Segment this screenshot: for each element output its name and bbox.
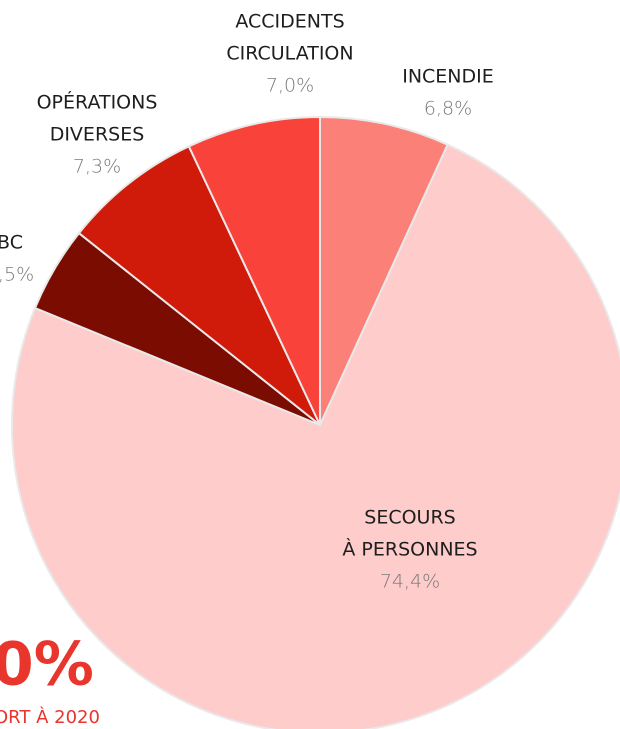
pie-slice bbox=[319, 115, 449, 426]
slice-label: DIVERSES bbox=[50, 124, 145, 146]
pie-slice bbox=[187, 115, 321, 426]
subline: ORT À 2020 bbox=[0, 706, 100, 728]
slice-label: SECOURS bbox=[364, 507, 455, 529]
slice-label: OPÉRATIONS bbox=[37, 91, 158, 114]
pie-slice bbox=[77, 144, 321, 426]
slice-value: 7,3% bbox=[73, 156, 121, 178]
pie-slice bbox=[11, 143, 620, 729]
slice-label: CIRCULATION bbox=[226, 43, 353, 65]
slice-value: 6,8% bbox=[424, 98, 472, 120]
slice-label: À PERSONNES bbox=[342, 538, 477, 561]
slice-label: ACCIDENTS bbox=[235, 11, 344, 33]
headline: 0% bbox=[0, 630, 94, 700]
slice-value: 4,5% bbox=[0, 264, 34, 286]
slice-value: 7,0% bbox=[266, 75, 314, 97]
slice-label: INCENDIE bbox=[402, 66, 494, 88]
slice-value: 74,4% bbox=[380, 571, 440, 593]
slice-label: BC bbox=[0, 232, 23, 254]
